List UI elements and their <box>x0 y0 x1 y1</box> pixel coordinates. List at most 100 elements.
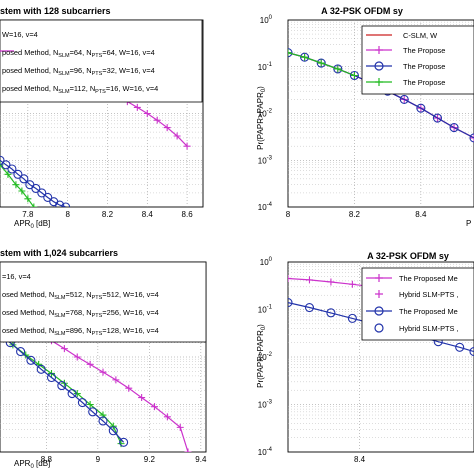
data-point-circle <box>469 133 474 143</box>
data-point-plus <box>288 274 292 282</box>
data-point-plus <box>350 71 358 79</box>
data-point-circle <box>61 202 71 207</box>
x-tick-label: 8.2 <box>349 210 361 219</box>
x-tick-label: 8 <box>286 210 291 219</box>
data-point-circle <box>88 407 98 417</box>
data-point-plus <box>24 195 32 203</box>
data-point-circle <box>67 389 77 399</box>
data-point-circle <box>399 94 409 104</box>
data-point-circle <box>36 364 46 374</box>
data-point-circle <box>333 64 343 74</box>
data-point-circle <box>19 174 29 184</box>
x-tick-label: 9 <box>96 455 101 464</box>
chart-c-legend-label-1: =16, v=4 <box>2 272 31 281</box>
chart-d-legend-marker-1 <box>375 274 383 282</box>
data-point-plus <box>183 142 191 150</box>
data-point-plus <box>143 110 151 117</box>
data-point-circle <box>432 113 443 123</box>
chart-a-legend-label-2: posed Method, NSLM=64, NPTS=64, W=16, v=… <box>2 48 155 59</box>
chart-b-ylabel: Pr(PAPR>PAPR0) <box>256 86 267 150</box>
data-point-circle <box>37 188 47 198</box>
data-point-circle <box>300 52 310 62</box>
chart-b-legend-marker-3 <box>374 61 384 71</box>
y-tick-label: 10-4 <box>258 202 273 212</box>
chart-c-legend-label-2: osed Method, NSLM=512, NPTS=512, W=16, v… <box>2 290 159 301</box>
x-tick-label: 8.4 <box>354 455 366 464</box>
data-point-plus <box>317 59 325 67</box>
y-tick-label: 100 <box>260 15 273 25</box>
data-point-circle <box>31 183 41 193</box>
data-point-plus <box>30 203 38 207</box>
chart-b-legend-marker-4 <box>375 78 383 86</box>
x-tick-label: 7.8 <box>22 210 34 219</box>
data-point-plus <box>173 132 181 140</box>
data-point-plus <box>109 422 117 430</box>
data-point-circle <box>455 342 465 352</box>
chart-a-legend-label-3: posed Method, NSLM=96, NPTS=32, W=16, v=… <box>2 66 155 77</box>
data-point-circle <box>16 347 26 357</box>
data-point-plus <box>327 278 335 286</box>
y-tick-label: 10-3 <box>258 400 273 410</box>
plot-series-group <box>288 48 474 143</box>
data-point-circle <box>108 426 118 436</box>
chart-d-legend-label-2: Hybrid SLM-PTS , <box>399 290 459 299</box>
chart-d-legend-marker-2 <box>375 290 383 298</box>
series-line-2 <box>0 164 35 207</box>
x-tick-label: 8.2 <box>102 210 114 219</box>
data-point-circle <box>326 308 336 318</box>
data-point-circle <box>0 155 5 165</box>
y-tick-label: 10-1 <box>258 62 273 72</box>
chart-a-xlabel: APR0 [dB] <box>14 219 50 230</box>
y-tick-label: 10-2 <box>258 352 273 362</box>
data-point-circle <box>119 437 129 447</box>
chart-b-legend-label-2: The Propose <box>403 46 445 55</box>
data-point-plus <box>138 394 146 402</box>
data-point-plus <box>18 187 26 195</box>
data-point-plus <box>99 368 107 376</box>
chart-b-legend-label-3: The Propose <box>403 62 445 71</box>
x-tick-label: 9.4 <box>195 455 207 464</box>
y-tick-label: 10-1 <box>258 305 273 315</box>
data-point-plus <box>288 49 292 57</box>
data-point-plus <box>470 134 474 142</box>
chart-c-title: stem with 1,024 subcarriers <box>0 248 118 258</box>
chart-b-xlabel: P <box>466 219 471 228</box>
data-point-circle <box>46 372 57 383</box>
data-point-plus <box>73 390 81 398</box>
x-tick-label: 8 <box>65 210 70 219</box>
chart-d-legend-label-4: Hybrid SLM-PTS , <box>399 324 459 333</box>
series-line-3 <box>0 333 125 443</box>
x-tick-label: 9.2 <box>144 455 156 464</box>
data-point-circle <box>98 416 108 426</box>
chart-c-legend-label-4: osed Method, NSLM=896, NPTS=128, W=16, v… <box>2 326 159 337</box>
data-point-circle <box>55 200 65 207</box>
chart-d-legend-label-1: The Proposed Me <box>399 274 458 283</box>
data-point-circle <box>77 397 87 408</box>
data-point-plus <box>133 103 141 111</box>
data-point-plus <box>86 401 94 408</box>
data-point-plus <box>112 376 120 384</box>
series-line-3 <box>0 159 66 207</box>
chart-b-legend-box <box>361 25 474 95</box>
data-point-plus <box>86 360 94 368</box>
data-point-circle <box>43 192 53 203</box>
chart-b-title: A 32-PSK OFDM sy <box>321 6 403 16</box>
data-point-plus <box>163 124 171 132</box>
x-tick-label: 8.4 <box>415 210 427 219</box>
chart-c-legend-box <box>0 261 207 343</box>
chart-d-legend-marker-4 <box>374 323 384 333</box>
x-tick-label: 8.8 <box>41 455 53 464</box>
data-point-circle <box>304 302 315 313</box>
y-tick-label: 10-4 <box>258 447 273 457</box>
data-point-circle <box>57 381 67 391</box>
data-point-circle <box>416 103 426 113</box>
x-tick-label: 8.6 <box>182 210 194 219</box>
chart-d-legend-label-3: The Proposed Me <box>399 307 458 316</box>
chart-d-ylabel: Pr(PAPR>PAPR0) <box>256 324 267 388</box>
y-tick-label: 10-2 <box>258 109 273 119</box>
y-tick-label: 10-3 <box>258 155 273 165</box>
data-point-plus <box>4 170 12 178</box>
data-point-plus <box>176 423 184 431</box>
data-point-plus <box>12 181 20 189</box>
